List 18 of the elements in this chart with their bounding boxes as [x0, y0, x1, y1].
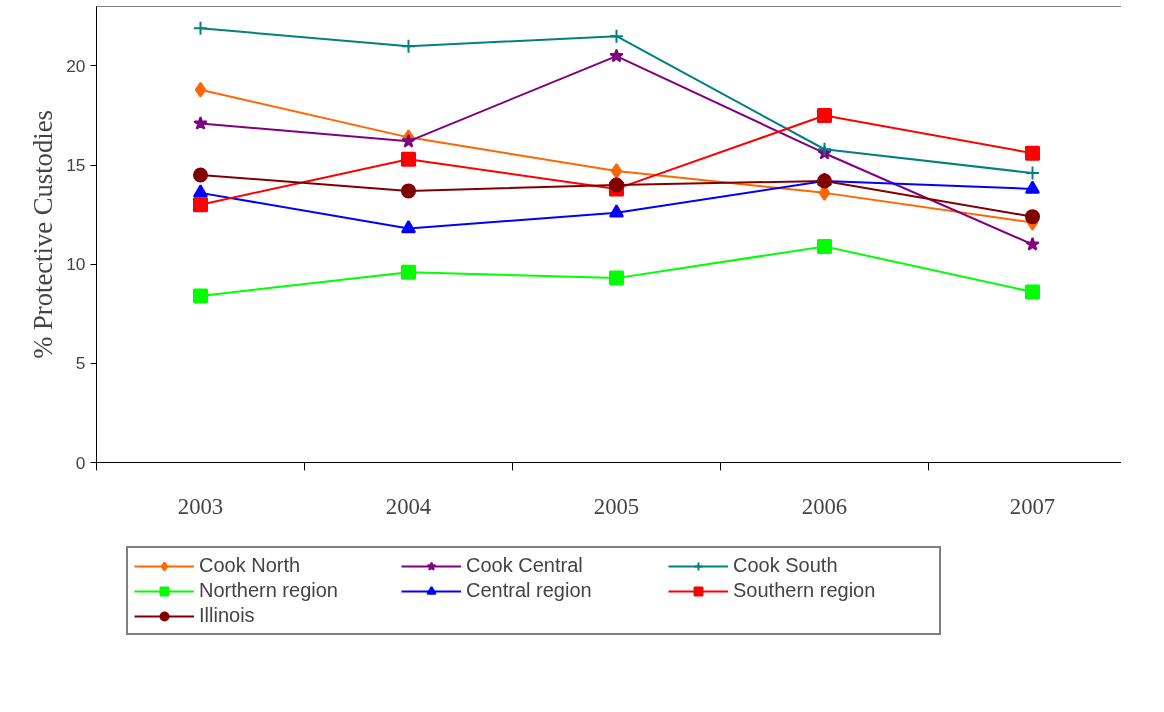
legend-label: Cook North [199, 554, 302, 577]
y-tick-label: 20 [66, 55, 86, 76]
y-tick-label: 5 [75, 353, 86, 374]
x-tick-label: 2005 [593, 493, 640, 519]
legend-label: Illinois [199, 604, 256, 627]
legend-label: Central region [466, 579, 593, 602]
y-tick-label: 0 [75, 452, 86, 473]
y-tick-label: 10 [66, 254, 86, 275]
x-tick-label: 2003 [177, 493, 224, 519]
x-tick-label: 2007 [1009, 493, 1056, 519]
legend-label: Cook Central [466, 554, 584, 577]
y-tick-label: 15 [66, 155, 86, 176]
legend-label: Northern region [199, 579, 339, 602]
legend-label: Cook South [733, 554, 839, 577]
legend-label: Southern region [733, 579, 877, 602]
x-tick-label: 2006 [801, 493, 848, 519]
x-tick-label: 2004 [385, 493, 432, 519]
y-axis-title: % Protective Custodies [28, 110, 59, 359]
